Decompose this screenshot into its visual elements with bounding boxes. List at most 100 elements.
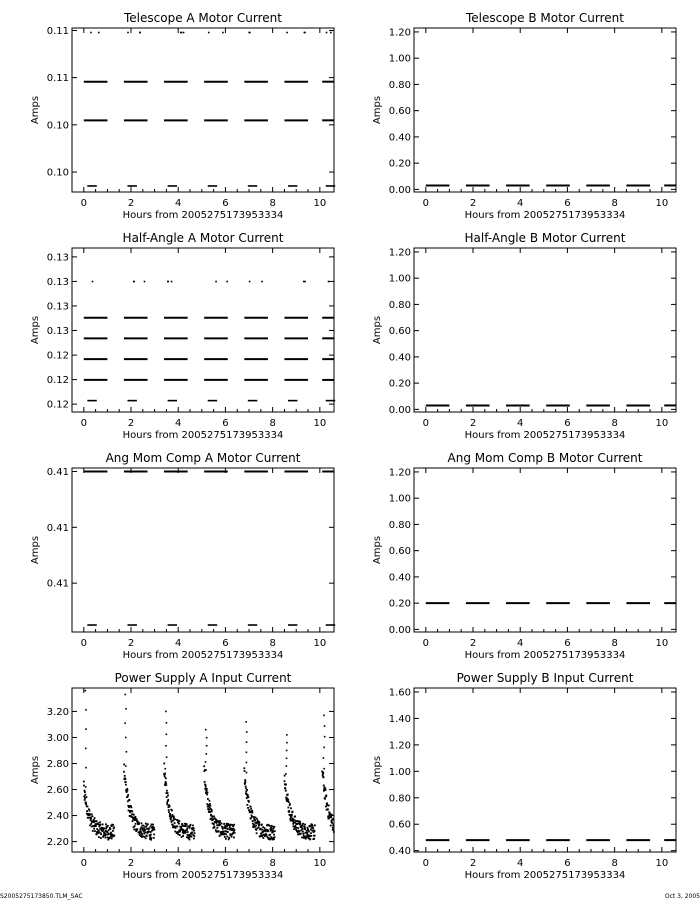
data-point [127,805,130,807]
data-point [288,809,291,812]
chart-title: Half-Angle B Motor Current [465,231,626,245]
data-point [177,833,180,836]
data-point [152,836,155,839]
data-point [165,744,167,747]
data-point [271,837,273,840]
data-point [134,819,137,821]
data-point [273,833,276,836]
data-point [258,823,261,826]
data-point [89,813,91,816]
y-tick-label: 0.13 [47,326,69,337]
data-point [212,818,215,821]
data-point [224,825,227,827]
data-point [106,831,109,834]
data-point [186,829,188,831]
data-point [109,835,112,838]
data-point [132,813,135,816]
data-point [214,818,217,820]
data-point [101,830,104,832]
data-point [221,825,223,828]
data-point [153,826,155,829]
data-point [309,838,312,840]
data-point [222,830,225,833]
data-point [140,826,143,829]
data-point [173,815,175,818]
x-tick-label: 8 [611,418,617,429]
data-point [129,815,132,817]
data-point [144,822,147,825]
data-point [106,833,108,836]
data-point [294,825,297,827]
data-point [210,809,213,812]
data-point [149,833,152,836]
data-point [148,834,151,837]
data-point [255,828,258,831]
data-point [104,833,107,836]
data-point [255,821,257,824]
data-point [291,810,294,813]
data-point [313,834,316,837]
y-tick-label: 0.80 [389,793,411,804]
data-point [186,831,189,833]
data-point [272,831,274,833]
data-point [226,280,228,283]
plot-frame [413,247,677,413]
data-point [245,751,248,754]
data-point [144,829,146,832]
data-point [168,805,171,807]
data-point [294,820,297,822]
data-points [82,689,335,841]
data-point [167,811,170,813]
data-point [290,816,293,819]
data-point [183,824,186,827]
data-point [251,815,253,818]
data-point [249,817,252,820]
chart-panel: Telescope B Motor Current 0 2 4 6 8 10 Hours fr… [372,11,677,221]
data-point [83,795,86,798]
y-tick-label: 0.13 [47,252,69,263]
data-point [251,811,254,814]
data-point [107,824,109,827]
data-point [144,831,147,834]
data-point [101,823,104,826]
data-point [298,820,301,823]
data-point [323,714,325,717]
data-point [135,830,138,832]
data-point [97,832,99,834]
x-tick-label: 10 [655,858,668,869]
data-point [248,810,251,812]
data-point [305,830,308,832]
data-point [149,838,151,840]
data-point [269,828,272,831]
data-point [170,816,172,819]
data-points [83,31,336,187]
y-tick-label: 0.41 [47,579,69,590]
data-point [296,820,299,823]
data-point [205,769,207,771]
data-point [164,772,167,775]
data-point [153,833,156,836]
data-point [215,830,218,833]
data-point [285,798,288,801]
data-point [178,820,181,823]
data-point [211,816,214,818]
data-point [113,826,115,829]
data-point [188,838,191,841]
data-point [172,817,175,819]
data-point [226,835,229,838]
data-point [321,774,324,777]
data-point [133,280,135,283]
data-point [180,826,183,829]
data-point [102,834,105,837]
data-point [99,821,101,824]
data-point [167,798,170,801]
data-point [150,838,153,841]
data-point [185,836,188,839]
data-point [203,765,206,768]
data-point [244,785,247,788]
data-point [165,792,168,794]
data-point [139,831,141,834]
data-point [246,794,249,796]
data-point [127,794,129,796]
data-point [215,280,217,283]
